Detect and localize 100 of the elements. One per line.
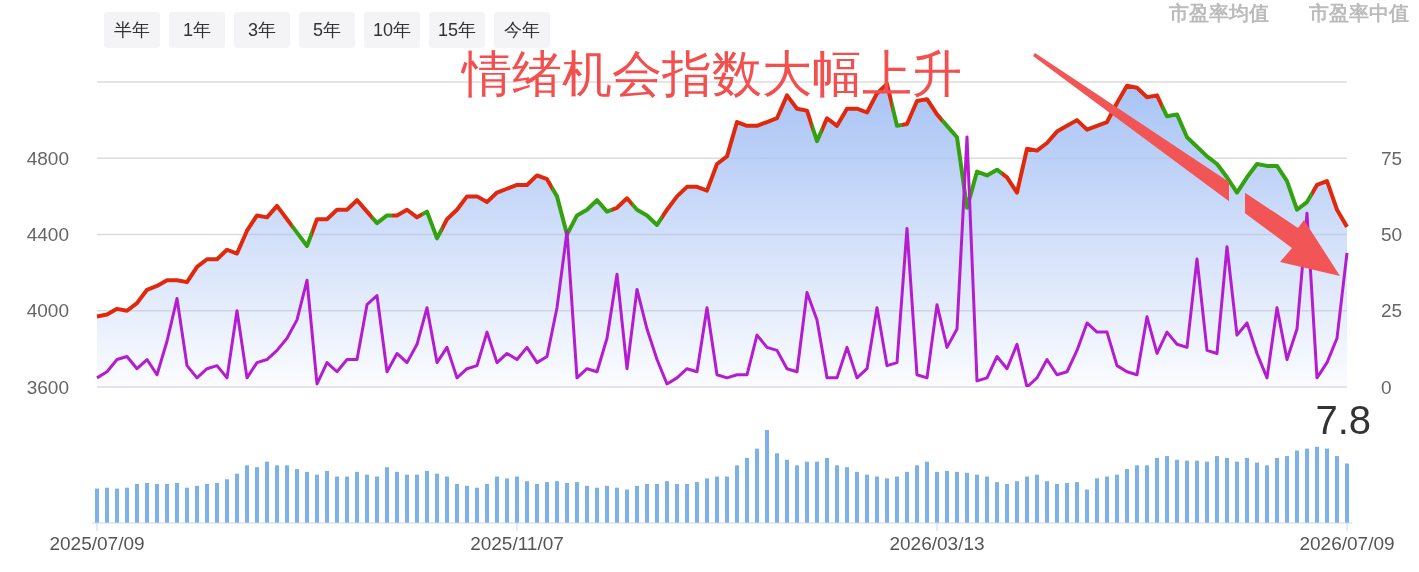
bar [185,487,189,523]
line-series [95,135,1349,387]
x-tick-label: 2025/11/07 [470,533,564,555]
bar [495,476,499,523]
bar [545,482,549,523]
bar [905,471,909,523]
bar [355,471,359,523]
bar [255,467,259,523]
bar [375,476,379,523]
bar [265,461,269,523]
bar [425,470,429,523]
bar [1325,448,1329,523]
annotation: 7.8 [1315,398,1371,442]
chart-title: 情绪机会指数大幅上升 [462,46,962,102]
bar [1105,476,1109,523]
bar [235,473,239,523]
bar [365,474,369,523]
text: 今年 [504,19,540,42]
y2-tick-label: 75 [1381,147,1403,169]
bar [1085,489,1089,523]
bar [1015,481,1019,523]
y-tick-label: 4800 [26,147,69,169]
bar [1295,450,1299,523]
bar [105,487,109,523]
bar [1335,456,1339,523]
bar [465,485,469,523]
y-tick-label: 3600 [26,376,69,398]
bar [895,476,899,523]
bar [925,461,929,523]
bar [165,483,169,523]
x-tick-label: 2026/03/13 [889,533,985,555]
bar [705,478,709,523]
bar [1255,462,1259,523]
bar [885,478,889,523]
bar [1065,483,1069,523]
text: 3年 [247,19,276,42]
bar [395,471,399,523]
bar [145,483,149,523]
bar [445,476,449,523]
bar [845,467,849,523]
text: 1年 [182,19,211,42]
y2-tick-label: 0 [1381,376,1392,398]
bar [915,465,919,523]
bar [775,453,779,523]
bar [985,476,989,523]
bar [995,482,999,523]
bar [725,476,729,523]
bar [1175,459,1179,523]
text: 10年 [372,19,412,42]
bar [1285,456,1289,523]
bar [805,461,809,523]
bar [565,483,569,523]
bar [1135,465,1139,523]
bar [125,487,129,523]
bar [1205,461,1209,523]
bar [585,485,589,523]
bar [745,457,749,523]
bar [305,471,309,523]
bar [855,471,859,523]
bar [385,467,389,523]
bar [955,471,959,523]
text: 半年 [114,19,150,42]
bar [1075,482,1079,523]
bar [1095,478,1099,523]
bar [155,483,159,523]
bar [275,465,279,523]
bar [635,485,639,523]
bar [1185,460,1189,523]
bar [715,476,719,523]
bar [175,483,179,523]
bar [865,474,869,523]
bar [1225,457,1229,523]
bar [1115,474,1119,523]
bar [685,483,689,523]
bar [405,474,409,523]
bar [625,489,629,523]
x-tick-label: 2025/07/09 [49,533,145,555]
bar [225,479,229,523]
bar [1055,483,1059,523]
bar [875,476,879,523]
bar [245,465,249,523]
bar [615,487,619,523]
bar [765,430,769,523]
bar [1305,448,1309,523]
bar [835,465,839,523]
bar [645,483,649,523]
text: 5年 [312,19,341,42]
x-tick-label: 2026/07/09 [1299,533,1395,555]
bar [755,448,759,523]
bar [485,483,489,523]
bar [665,481,669,523]
y2-tick-label: 50 [1381,224,1403,246]
bar [815,461,819,523]
bar [1245,457,1249,523]
bar [515,476,519,523]
bar [695,482,699,523]
bar [345,476,349,523]
bar [295,469,299,523]
bar [595,487,599,523]
bar [315,474,319,523]
